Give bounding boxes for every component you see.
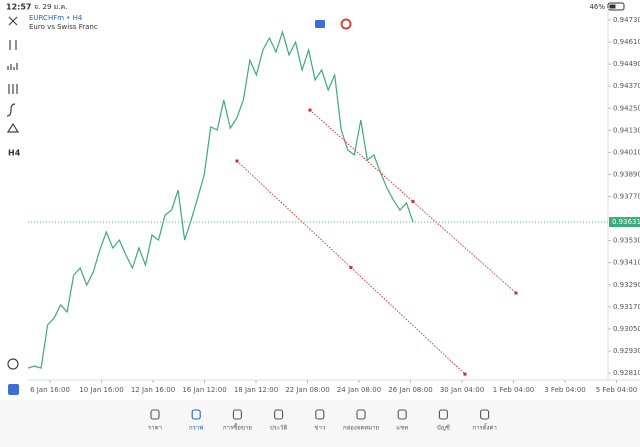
y-tick-label: 0.93410 — [613, 259, 640, 267]
candle-tool[interactable] — [9, 40, 17, 50]
nav-icon[interactable] — [480, 409, 490, 420]
y-tick-label: 0.94370 — [613, 82, 640, 90]
y-tick-label: 0.92930 — [613, 347, 640, 355]
nav-label[interactable]: ประวัติ — [270, 425, 288, 432]
left-toolbar — [6, 16, 20, 370]
y-tick-label: 0.94490 — [613, 60, 640, 68]
nav-label[interactable]: แชท — [396, 425, 408, 432]
bars-tool[interactable] — [7, 63, 18, 70]
crosshair-tool[interactable] — [8, 16, 18, 26]
trade-button[interactable] — [315, 20, 325, 28]
nav-icon[interactable] — [397, 409, 407, 420]
y-tick-label: 0.94010 — [613, 148, 640, 156]
x-tick-label: 10 Jan 16:00 — [79, 386, 123, 394]
battery-level — [609, 4, 616, 9]
nav-icon[interactable] — [274, 409, 284, 420]
y-tick-label: 0.92810 — [613, 369, 640, 377]
trendline — [309, 109, 517, 294]
nav-label[interactable]: การซื้อขาย — [223, 422, 252, 432]
y-tick-label: 0.93770 — [613, 193, 640, 201]
objects-tool[interactable] — [6, 122, 20, 133]
nav-label[interactable]: บัญชี — [437, 424, 450, 432]
y-tick-label: 0.93530 — [613, 237, 640, 245]
nav-label[interactable]: ข่าว — [314, 425, 325, 432]
nav-label[interactable]: กราฟ — [189, 425, 203, 432]
trendline-handle[interactable] — [235, 159, 239, 163]
battery-icon — [607, 2, 625, 11]
y-tick-label: 0.93890 — [613, 170, 640, 178]
y-tick-label: 0.93170 — [613, 303, 640, 311]
nav-icon[interactable] — [150, 409, 160, 420]
y-tick-label: 0.94250 — [613, 104, 640, 112]
y-tick-label: 0.94730 — [613, 16, 640, 24]
trendline-handle[interactable] — [411, 200, 415, 204]
trendline-handle[interactable] — [514, 291, 518, 295]
y-tick-label: 0.94130 — [613, 126, 640, 134]
x-tick-label: 3 Feb 04:00 — [544, 386, 585, 394]
x-tick-label: 26 Jan 08:00 — [388, 386, 432, 394]
indicator-button[interactable] — [340, 18, 352, 30]
symbol[interactable]: EURCHFm • H4 — [29, 14, 83, 22]
app-icon[interactable] — [8, 384, 19, 395]
x-tick-label: 1 Feb 04:00 — [493, 386, 534, 394]
nav-label[interactable]: การตั้งค่า — [472, 422, 496, 432]
current-price-label: 0.93631 — [612, 218, 640, 226]
x-tick-label: 24 Jan 08:00 — [337, 386, 381, 394]
nav-label[interactable]: กล่องจดหมาย — [343, 425, 379, 432]
x-tick-label: 5 Feb 04:00 — [596, 386, 637, 394]
nav-icon[interactable] — [438, 409, 448, 420]
x-tick-label: 30 Jan 04:00 — [440, 386, 484, 394]
current-price-tag — [609, 217, 640, 228]
trendline-handle[interactable] — [308, 108, 312, 112]
nav-icon[interactable] — [232, 409, 242, 420]
x-tick-label: 18 Jan 12:00 — [234, 386, 278, 394]
price-line — [27, 29, 414, 369]
status-battery: 46% — [589, 3, 605, 11]
indicators-tool[interactable] — [8, 84, 18, 94]
zoom-tool[interactable] — [7, 358, 19, 370]
y-tick-label: 0.93290 — [613, 281, 640, 289]
y-tick-label: 0.93050 — [613, 325, 640, 333]
x-tick-label: 6 Jan 16:00 — [30, 386, 70, 394]
status-date: จ. 29 ม.ค. — [34, 3, 67, 11]
function-tool[interactable] — [6, 103, 16, 117]
x-tick-label: 16 Jan 12:00 — [182, 386, 226, 394]
trendline-handle[interactable] — [349, 266, 353, 270]
bottom-nav — [0, 400, 640, 447]
timeframe[interactable]: H4 — [8, 149, 21, 158]
x-tick-label: 22 Jan 08:00 — [285, 386, 329, 394]
y-tick-label: 0.94610 — [613, 38, 640, 46]
nav-icon[interactable] — [191, 409, 201, 420]
nav-icon[interactable] — [315, 409, 325, 420]
status-time: 12:57 — [6, 3, 31, 12]
x-tick-label: 12 Jan 16:00 — [131, 386, 175, 394]
nav-label[interactable]: ราคา — [148, 425, 162, 432]
nav-icon[interactable] — [356, 409, 366, 420]
trendline-handle[interactable] — [463, 372, 467, 376]
symbol-description: Euro vs Swiss Franc — [29, 23, 98, 31]
